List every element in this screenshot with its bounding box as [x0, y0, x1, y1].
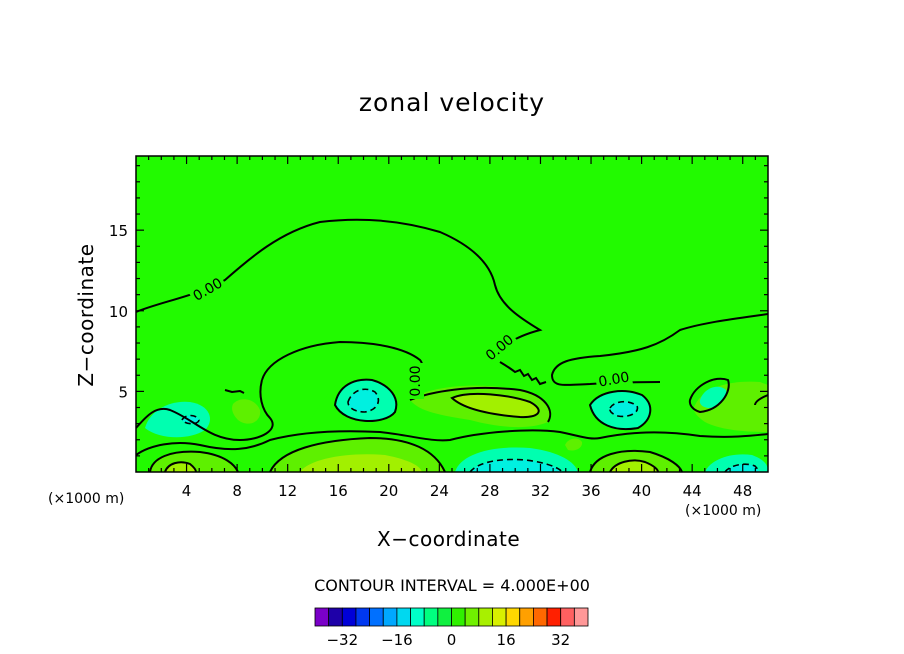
colorbar-swatch	[451, 607, 466, 627]
colorbar-swatch	[437, 607, 452, 627]
colorbar-swatch	[519, 607, 534, 627]
dash-right-cold	[609, 400, 639, 418]
contour-label-bg	[594, 368, 634, 392]
contour-interval-text: CONTOUR INTERVAL = 4.000E+00	[314, 576, 590, 595]
colorbar-swatch	[410, 607, 425, 627]
y-tick-label: 5	[118, 383, 128, 401]
dash-surface-center	[469, 458, 563, 472]
colorbar-swatch	[314, 607, 330, 627]
colorbar-swatch	[369, 607, 384, 627]
x-unit-right: (×1000 m)	[685, 503, 762, 519]
colorbar-swatch	[355, 607, 371, 627]
contour-fills	[136, 156, 768, 472]
contour-label-bg	[408, 363, 424, 399]
colorbar-swatch	[382, 607, 398, 627]
contour-surface-right	[589, 449, 683, 472]
contour-label-bg	[481, 330, 519, 366]
colorbar-swatch	[396, 607, 411, 627]
x-tick-label: 24	[430, 482, 449, 500]
colorbar-swatch	[341, 607, 357, 627]
x-unit-left: (×1000 m)	[48, 491, 125, 507]
fill-left-warm	[232, 399, 261, 424]
contour-lower-band	[136, 429, 768, 456]
x-tick-label: 20	[379, 482, 398, 500]
y-tick-label: 10	[109, 303, 128, 321]
contour-far-right	[754, 394, 768, 406]
fill-center-cold-core	[348, 389, 379, 412]
x-tick-label: 16	[329, 482, 348, 500]
contour-zigzag	[499, 361, 547, 386]
contour-tiny-feature	[224, 389, 245, 394]
x-tick-label: 36	[581, 482, 600, 500]
contour-surface-mid	[269, 436, 446, 472]
fill-left-small-warm	[565, 438, 583, 451]
negative-contours	[181, 388, 761, 472]
colorbar-tick-label: 16	[497, 631, 516, 649]
colorbar-swatch	[423, 607, 439, 627]
colorbar-tick-label: 0	[447, 631, 457, 649]
contour-surface-left	[149, 450, 239, 472]
contour-center-warm	[450, 392, 540, 419]
contour-right-cold	[588, 390, 652, 431]
contour-center-right	[409, 386, 552, 423]
colorbar-tick-label: 32	[551, 631, 570, 649]
x-axis-label: X−coordinate	[377, 527, 521, 551]
contour-surface-warm-small	[164, 461, 197, 472]
chart-title: zonal velocity	[358, 88, 546, 117]
contour-right-small	[688, 377, 730, 414]
fill-surface-warm-mid-core	[300, 454, 422, 472]
x-tick-label: 4	[182, 482, 192, 500]
colorbar-swatch	[478, 607, 493, 627]
colorbar-swatch	[533, 607, 548, 627]
contour-center-cold	[333, 378, 398, 423]
colorbar-swatch	[573, 607, 589, 627]
y-tick-label: 15	[109, 222, 128, 240]
x-tick-label: 32	[531, 482, 550, 500]
x-tick-label: 48	[733, 482, 752, 500]
colorbar-swatch	[546, 607, 562, 627]
contour-label: 0.00	[408, 365, 424, 396]
fill-left-cold	[145, 401, 210, 438]
colorbar-tick-label: −32	[326, 631, 358, 649]
x-tick-label: 40	[632, 482, 651, 500]
contour-zero-dome-left	[136, 379, 274, 442]
x-tick-label: 12	[278, 482, 297, 500]
x-tick-label: 28	[480, 482, 499, 500]
dash-center-cold	[347, 388, 380, 413]
fill-center-warm-core	[452, 393, 539, 418]
x-tick-label: 8	[232, 482, 242, 500]
axis-ticks	[136, 156, 768, 472]
colorbar: −32 −16 0 16 32	[314, 607, 589, 649]
contour-zero-upper	[136, 218, 543, 351]
colorbar-swatch	[328, 607, 343, 627]
contour-labels: 0.000.000.00 0.00	[188, 274, 634, 399]
dash-surface-right	[724, 463, 761, 472]
colorbar-swatch	[464, 607, 480, 627]
y-axis-label: Z−coordinate	[74, 243, 98, 387]
contour-label-bg	[188, 274, 228, 306]
colorbar-swatch	[560, 607, 575, 627]
x-tick-label: 44	[683, 482, 702, 500]
fill-right-cold-core	[609, 401, 638, 417]
contour-label: 0.00	[597, 369, 630, 390]
contour-lines	[136, 218, 768, 472]
colorbar-swatch	[492, 607, 507, 627]
dash-left-cold	[181, 414, 200, 425]
colorbar-swatch	[505, 607, 521, 627]
colorbar-tick-label: −16	[381, 631, 413, 649]
contour-surface-warm-right	[609, 459, 659, 472]
